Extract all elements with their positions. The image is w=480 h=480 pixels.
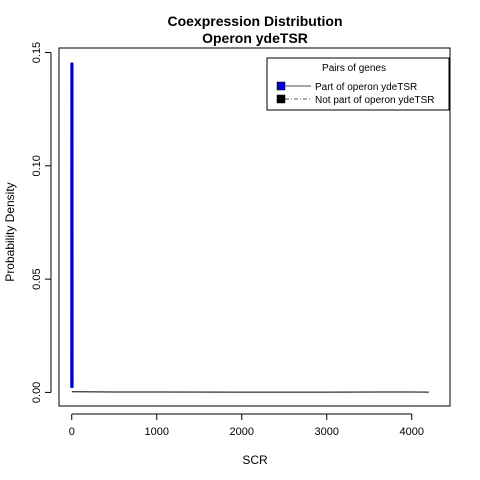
y-tick-label-3: 0.15 bbox=[31, 42, 43, 63]
chart-title: Coexpression Distribution bbox=[167, 13, 342, 29]
y-tick-label-2: 0.10 bbox=[31, 155, 43, 176]
plot-border bbox=[58, 47, 451, 407]
legend-label-1: Part of operon ydeTSR bbox=[315, 82, 417, 93]
x-tick-label-0: 0 bbox=[69, 426, 75, 438]
x-tick-label-4: 4000 bbox=[400, 426, 424, 438]
x-axis-label: SCR bbox=[242, 453, 268, 467]
y-tick-label-0: 0.00 bbox=[31, 382, 43, 403]
x-tick-label-3: 3000 bbox=[315, 426, 339, 438]
x-tick-label-1: 1000 bbox=[145, 426, 169, 438]
y-axis-label: Probability Density bbox=[3, 182, 17, 281]
legend-box bbox=[266, 57, 450, 111]
axes: 0 1000 2000 3000 4000 0.00 0.05 0.10 0.15 bbox=[31, 42, 451, 438]
chart-subtitle: Operon ydeTSR bbox=[202, 30, 308, 46]
legend-label-2: Not part of operon ydeTSR bbox=[315, 95, 435, 106]
plot-area bbox=[70, 62, 429, 393]
legend: Pairs of genes Part of operon ydeTSR Not p… bbox=[266, 57, 450, 111]
x-tick-label-2: 2000 bbox=[230, 426, 254, 438]
legend-title: Pairs of genes bbox=[322, 63, 386, 74]
legend-swatch-2 bbox=[276, 94, 286, 104]
legend-swatch-1 bbox=[276, 81, 286, 91]
y-tick-label-1: 0.05 bbox=[31, 268, 43, 289]
